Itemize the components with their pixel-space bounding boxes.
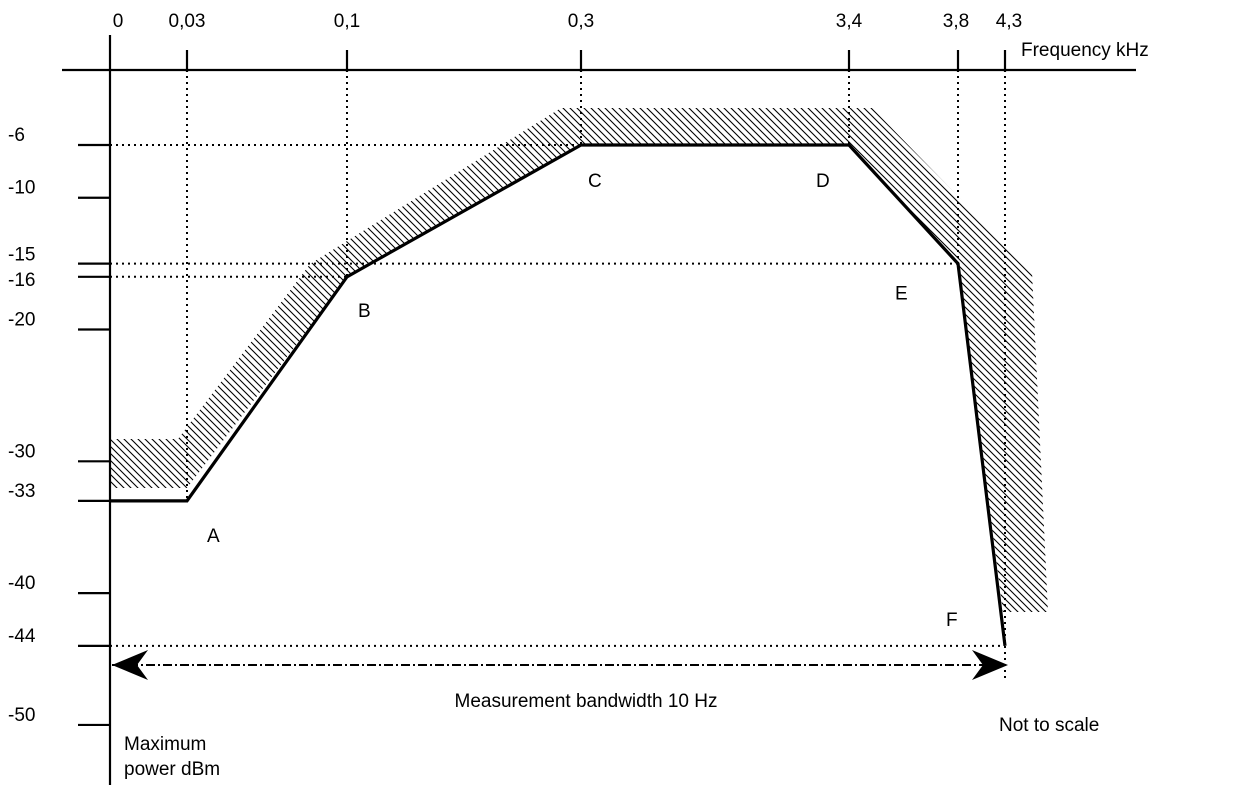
x-tick-label: 3,8 (943, 11, 969, 32)
scale-note: Not to scale (999, 715, 1099, 736)
y-tick-label: -50 (8, 705, 35, 726)
x-tick-label: 0,3 (568, 11, 594, 32)
point-labels: A B C D E F (207, 171, 958, 631)
y-tick-label: -33 (8, 481, 35, 502)
bandwidth-arrow (112, 650, 1008, 680)
y-ticks: -6 -10 -15 -16 -20 -30 -33 -40 -44 -50 (8, 125, 110, 727)
y-axis-title-line-2: power dBm (124, 759, 220, 780)
y-tick-label: -6 (8, 125, 25, 146)
y-tick-label: -10 (8, 178, 35, 199)
tolerance-hatch-band (110, 108, 1048, 612)
y-tick-label: -44 (8, 626, 36, 647)
limit-series-line (110, 143, 1007, 647)
bandwidth-label: Measurement bandwidth 10 Hz (455, 691, 718, 712)
x-tick-label: 0 (113, 11, 124, 32)
point-label-e: E (895, 284, 908, 305)
y-tick-label: -20 (8, 310, 35, 331)
point-label-a: A (207, 526, 220, 547)
y-tick-label: -30 (8, 441, 35, 462)
point-label-f: F (946, 610, 958, 631)
x-tick-label: 4,3 (996, 11, 1022, 32)
point-label-b: B (358, 301, 371, 322)
x-tick-label: 3,4 (836, 11, 863, 32)
point-label-d: D (816, 171, 830, 192)
tolerance-band-shape (110, 108, 1048, 612)
x-tick-label: 0,03 (169, 11, 206, 32)
dotted-guide-lines (110, 70, 1006, 680)
y-tick-label: -40 (8, 573, 35, 594)
x-axis-title: Frequency kHz (1021, 40, 1149, 61)
y-tick-label: -15 (8, 245, 35, 266)
y-axis-title-line-1: Maximum (124, 734, 206, 755)
y-tick-label: -16 (8, 270, 35, 291)
x-ticks: 0 0,03 0,1 0,3 3,4 3,8 4,3 (113, 11, 1022, 72)
point-label-c: C (588, 171, 602, 192)
x-tick-label: 0,1 (334, 11, 360, 32)
